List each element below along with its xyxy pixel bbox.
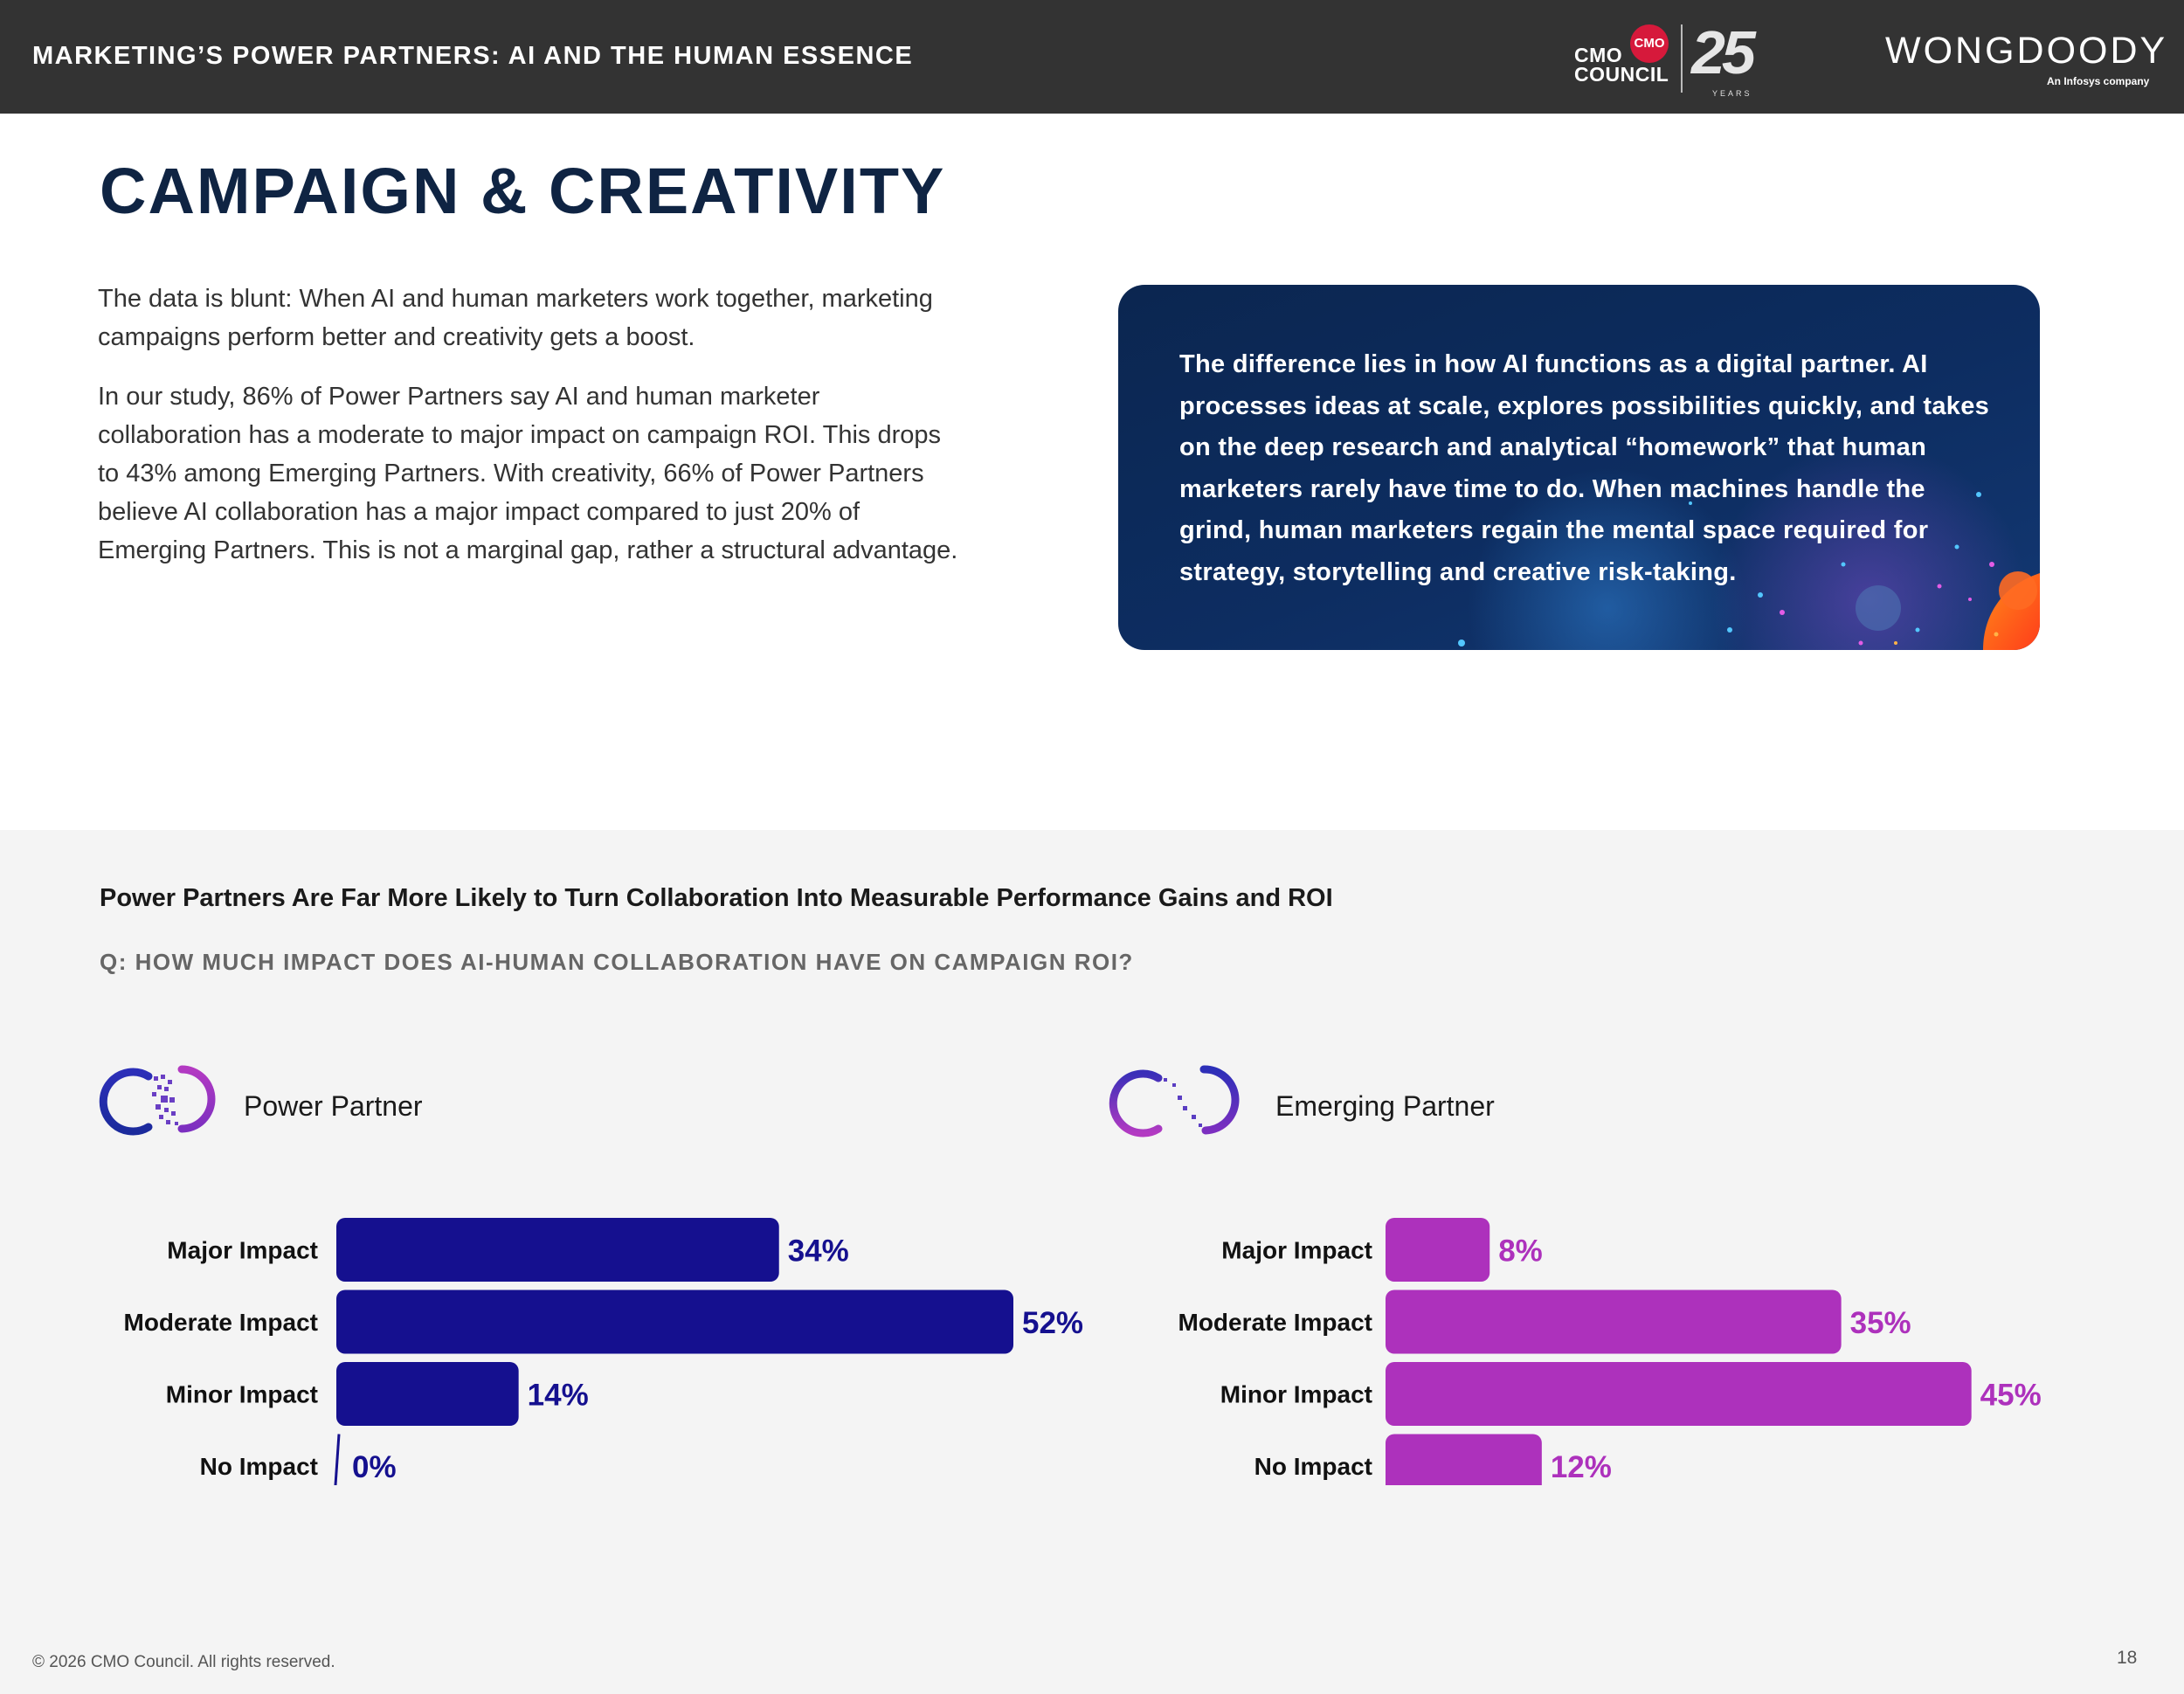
value-label: 34% xyxy=(788,1234,849,1269)
anniversary-25-mark: 25 xyxy=(1691,18,1756,86)
page-number: 18 xyxy=(2117,1648,2138,1668)
value-label: 52% xyxy=(1022,1306,1083,1340)
wongdoody-tagline: An Infosys company xyxy=(2047,75,2150,87)
cmo-logo-wordmark: CMO COUNCIL xyxy=(1574,44,1669,86)
category-label: Minor Impact xyxy=(166,1381,318,1408)
bar xyxy=(1386,1290,1842,1354)
zero-bar-marker xyxy=(334,1434,341,1485)
header-bar: MARKETING’S POWER PARTNERS: AI AND THE H… xyxy=(0,0,2184,114)
value-label: 8% xyxy=(1498,1234,1543,1269)
power-partner-label: Power Partner xyxy=(244,1090,423,1122)
category-label: Major Impact xyxy=(1221,1237,1372,1264)
chart-heading: Power Partners Are Far More Likely to Tu… xyxy=(100,884,1333,912)
value-label: 0% xyxy=(352,1450,397,1484)
report-title: MARKETING’S POWER PARTNERS: AI AND THE H… xyxy=(32,42,914,70)
intro-paragraph-1: The data is blunt: When AI and human mar… xyxy=(98,285,933,351)
value-label: 35% xyxy=(1850,1306,1911,1340)
power-partner-bar-chart: Major Impact 34% Moderate Impact 52% Minor I… xyxy=(124,1218,1083,1485)
category-label: No Impact xyxy=(1254,1453,1372,1480)
intro-paragraph-2: In our study, 86% of Power Partners say … xyxy=(98,383,958,564)
survey-question: Q: HOW MUCH IMPACT DOES AI-HUMAN COLLABO… xyxy=(100,949,1134,975)
callout-text: The difference lies in how AI functions … xyxy=(1179,350,1990,586)
callout-background-graphic xyxy=(1458,442,2040,650)
logo-divider xyxy=(1681,24,1683,93)
category-label: Moderate Impact xyxy=(1178,1309,1373,1336)
category-label: No Impact xyxy=(200,1453,318,1480)
cmo-council-logo: CMO COUNCIL CMO 25 YEARS xyxy=(1564,18,1773,100)
value-label: 14% xyxy=(528,1379,589,1413)
bar xyxy=(1386,1218,1490,1282)
emerging-partner-icon xyxy=(1109,1065,1240,1137)
bar xyxy=(1386,1434,1542,1485)
wongdoody-logo: WONGDOODY xyxy=(1885,30,2168,72)
bar xyxy=(336,1290,1013,1354)
category-label: Moderate Impact xyxy=(124,1309,319,1336)
page-title: CAMPAIGN & CREATIVITY xyxy=(100,155,946,227)
copyright: © 2026 CMO Council. All rights reserved. xyxy=(32,1653,335,1671)
bar xyxy=(336,1218,779,1282)
value-label: 45% xyxy=(1980,1379,2042,1413)
emerging-partner-label: Emerging Partner xyxy=(1275,1090,1495,1122)
callout-card: The difference lies in how AI functions … xyxy=(1118,285,2040,650)
emerging-partner-bar-chart: Major Impact 8% Moderate Impact 35% Minor Im… xyxy=(1178,1218,2042,1485)
value-label: 12% xyxy=(1551,1450,1612,1484)
cmo-logo-ring: CMO xyxy=(1630,24,1669,63)
bar xyxy=(1386,1362,1972,1426)
bar xyxy=(336,1362,519,1426)
category-label: Minor Impact xyxy=(1220,1381,1372,1408)
anniversary-years-label: YEARS xyxy=(1712,89,1752,98)
power-partner-icon xyxy=(99,1065,216,1136)
category-label: Major Impact xyxy=(167,1237,318,1264)
